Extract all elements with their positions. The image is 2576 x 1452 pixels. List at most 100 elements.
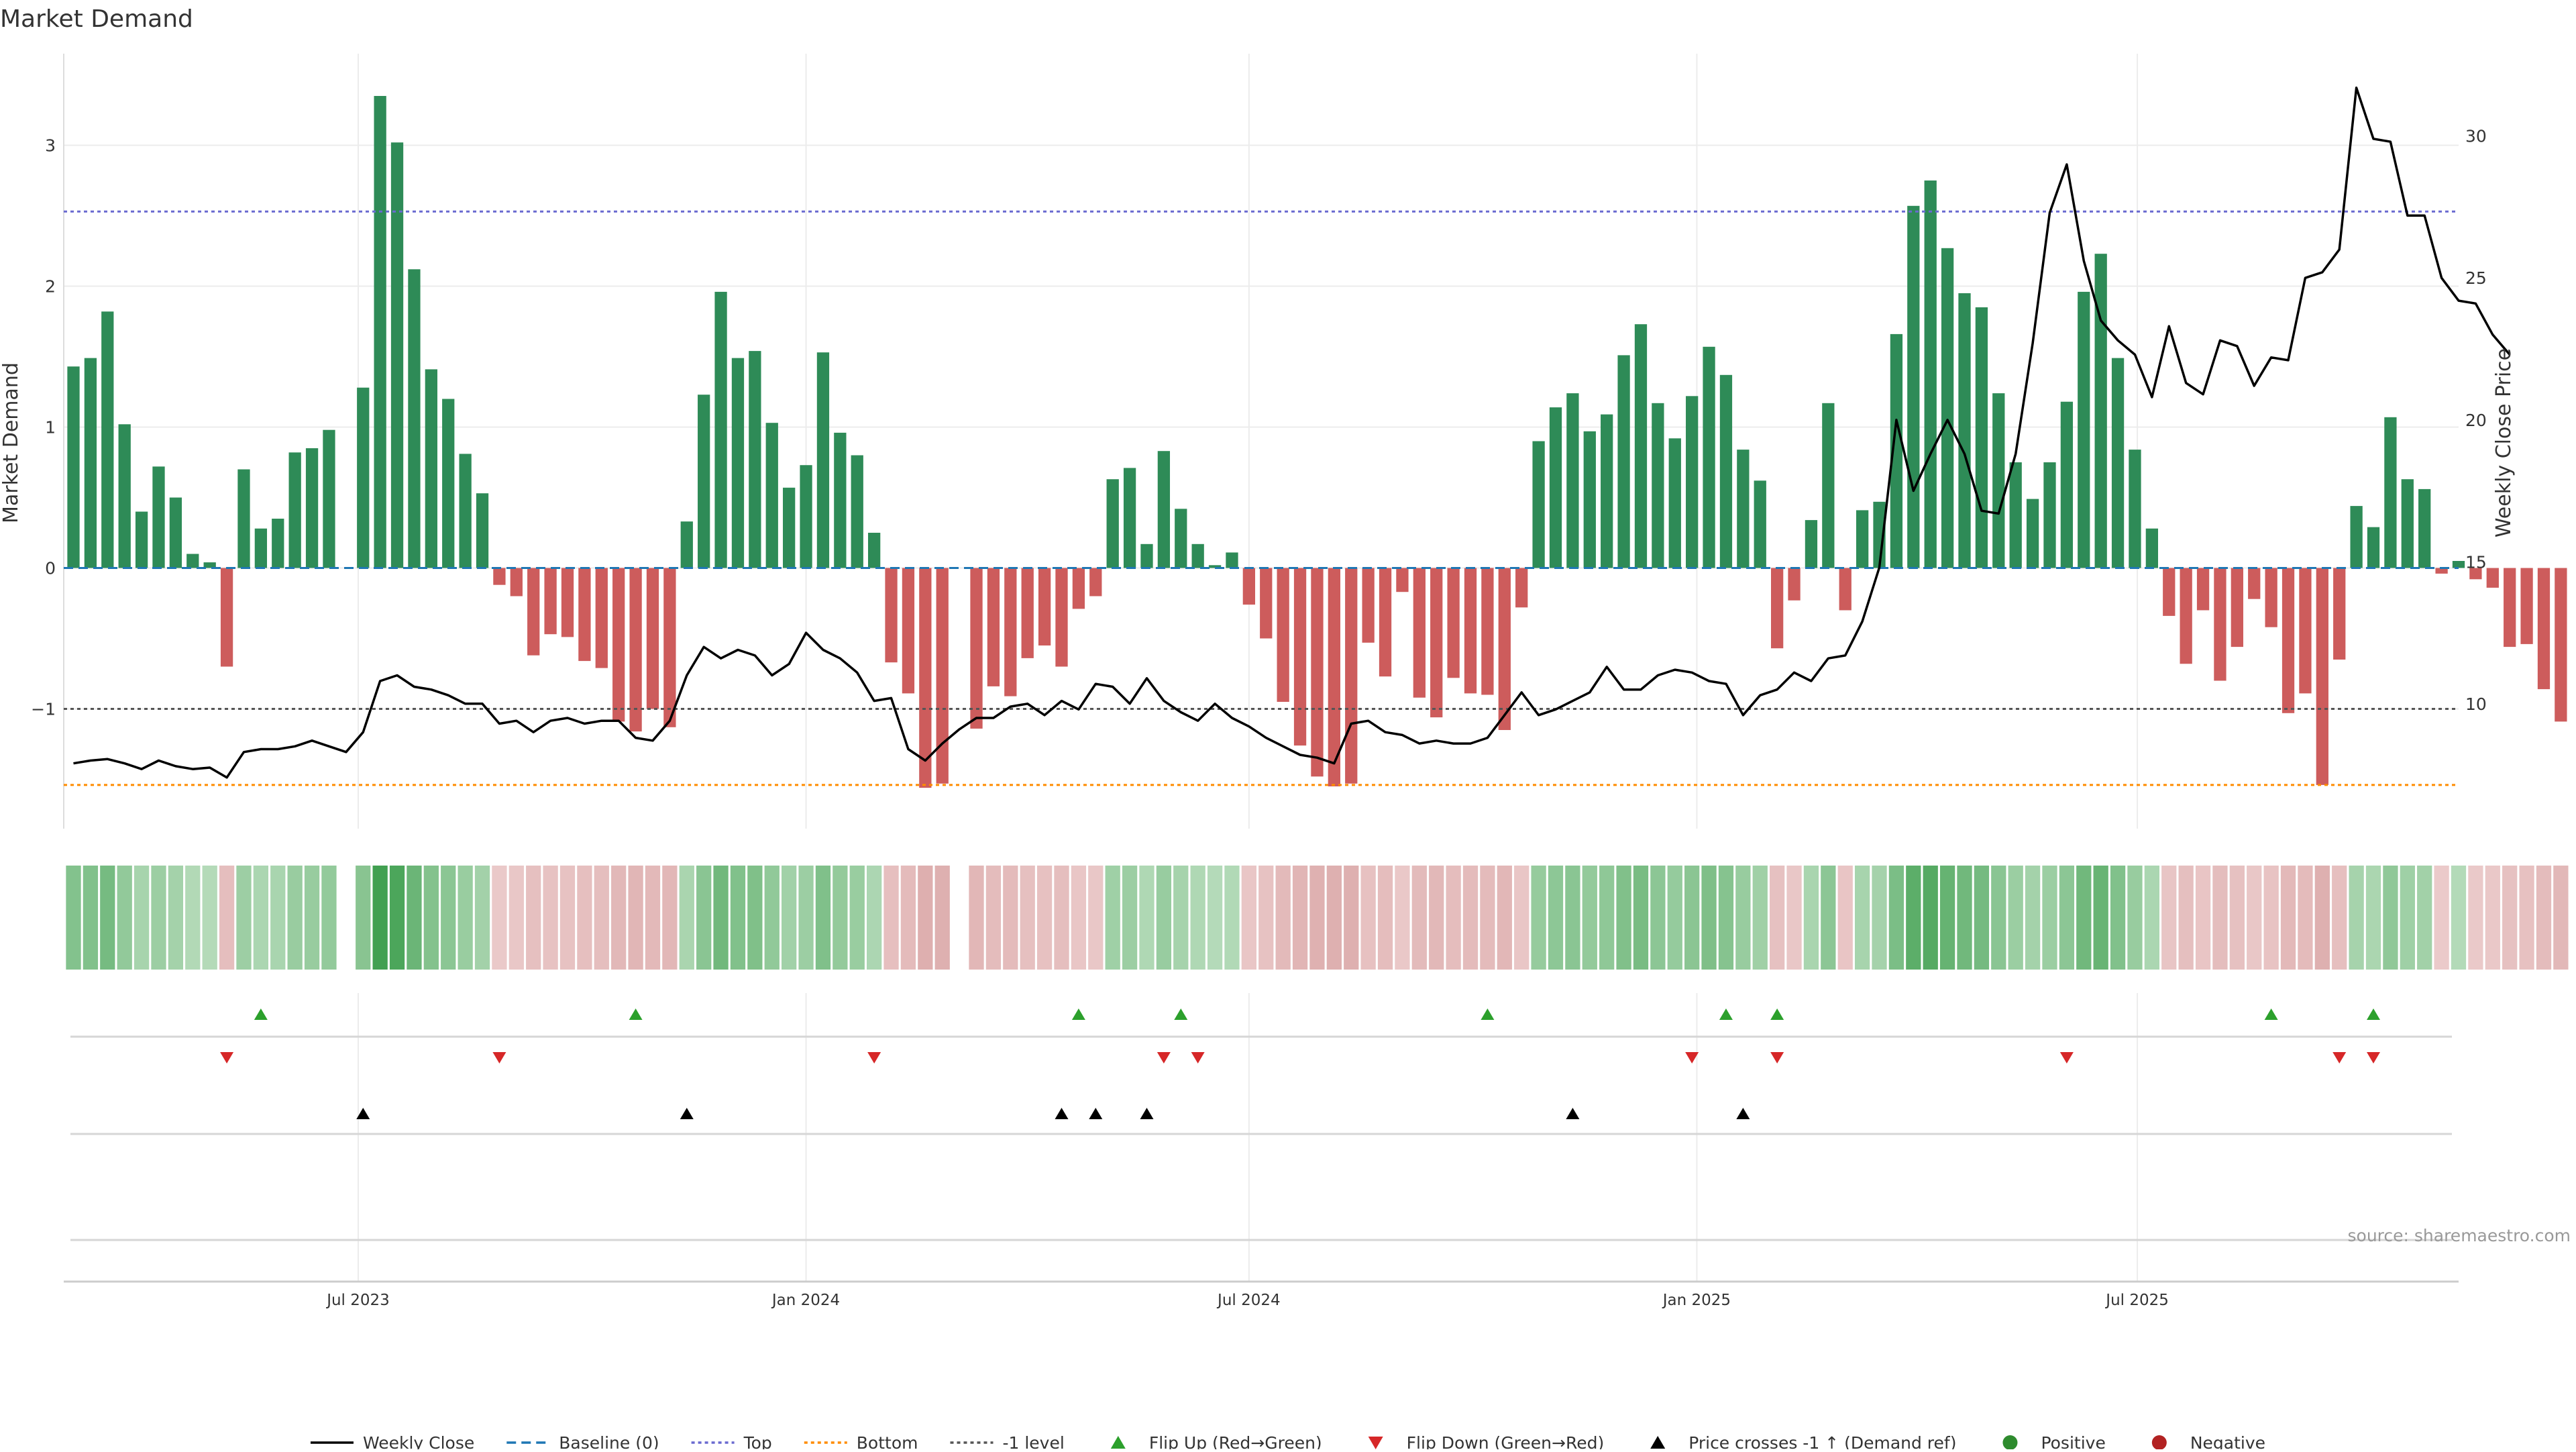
flip-up-marker	[1174, 1008, 1188, 1020]
heat-cell	[1923, 866, 1938, 970]
chart-title: Market Demand	[0, 5, 193, 33]
heat-cell	[782, 866, 797, 970]
heat-cell	[1957, 866, 1972, 970]
y-tick-label: −1	[31, 700, 56, 719]
positive-bar	[101, 311, 114, 568]
legend-label: Weekly Close	[363, 1433, 474, 1449]
positive-bar	[867, 533, 881, 568]
heat-cell	[1462, 866, 1479, 970]
heat-cell	[1718, 866, 1734, 970]
positive-bar	[1634, 324, 1648, 568]
price-line-layer	[73, 87, 2511, 779]
heat-cell	[117, 866, 132, 970]
positive-bar	[1686, 396, 1699, 568]
negative-bar	[1072, 568, 1085, 609]
heat-cell	[83, 866, 99, 970]
heat-cell	[2229, 866, 2245, 970]
positive-bar	[2350, 506, 2363, 568]
heat-cell	[287, 866, 303, 970]
legend-label: Baseline (0)	[559, 1433, 659, 1449]
heat-cell	[1837, 866, 1853, 970]
flip-down-marker	[220, 1052, 234, 1064]
positive-bar	[731, 358, 745, 568]
heat-cell	[2161, 866, 2177, 970]
heat-cell	[1582, 866, 1597, 970]
heat-cell	[100, 866, 115, 970]
positive-bar	[2026, 499, 2039, 568]
positive-bar	[1907, 205, 1920, 568]
positive-bar	[698, 395, 710, 568]
negative-bar	[1447, 568, 1460, 678]
positive-bar	[2111, 358, 2125, 568]
heat-cell	[543, 866, 558, 970]
positive-bar	[272, 519, 284, 568]
price-cross-marker	[356, 1108, 370, 1119]
positive-bar	[2418, 488, 2431, 568]
positive-bar	[1601, 414, 1613, 568]
positive-bar	[1191, 543, 1204, 568]
flip-up-marker	[1481, 1008, 1495, 1020]
heat-cell	[2195, 866, 2211, 970]
positive-bar	[765, 423, 778, 568]
positive-bar	[1754, 480, 1766, 568]
heat-cell	[2093, 866, 2108, 970]
positive-bar	[390, 142, 404, 568]
negative-bar	[544, 568, 557, 635]
positive-bar	[1175, 509, 1187, 568]
heat-cell	[1974, 866, 1990, 970]
positive-bar	[442, 399, 455, 568]
positive-bar	[1822, 403, 1835, 568]
heat-cell	[1036, 866, 1053, 970]
y2-tick-label: 30	[2465, 127, 2487, 146]
flip-down-marker	[2332, 1052, 2347, 1064]
y2-tick-label: 20	[2465, 411, 2487, 430]
negative-bar	[595, 568, 608, 668]
positive-bar	[1583, 431, 1596, 568]
positive-bar	[425, 369, 437, 568]
heat-cell	[2400, 866, 2415, 970]
heat-cell	[1497, 866, 1512, 970]
negative-bar	[970, 568, 983, 729]
negative-bar	[2504, 568, 2516, 647]
heat-cell	[270, 866, 286, 970]
price-cross-marker	[1055, 1108, 1069, 1119]
negative-bar	[885, 568, 898, 663]
positive-bar	[1975, 307, 1988, 568]
flip-up-marker	[1770, 1008, 1784, 1020]
negative-bar	[1430, 568, 1443, 718]
heat-cell	[2247, 866, 2262, 970]
legend-positive-symbol	[2002, 1435, 2018, 1450]
reference-levels	[64, 210, 2459, 786]
flip-up-marker	[2367, 1008, 2381, 1020]
heat-cell	[1939, 866, 1955, 970]
heat-cell	[1770, 866, 1785, 970]
negative-bar	[1004, 568, 1017, 696]
positive-bar	[1719, 374, 1733, 568]
negative-bar	[919, 568, 932, 788]
negative-bar	[1328, 568, 1340, 786]
x-tick-label: Jul 2025	[2104, 1292, 2169, 1309]
flip-down-marker	[1770, 1052, 1784, 1064]
negative-bar	[2537, 568, 2551, 690]
positive-bar	[1652, 403, 1664, 568]
heat-cell	[1088, 866, 1104, 970]
positive-bar	[800, 465, 812, 568]
positive-bar	[1992, 393, 2005, 568]
flip-down-marker	[1685, 1052, 1699, 1064]
flip-down-marker	[1191, 1052, 1205, 1064]
positive-bar	[2060, 401, 2074, 568]
heat-cell	[713, 866, 729, 970]
positive-bar	[1617, 355, 1630, 568]
x-tick-label: Jul 2023	[325, 1292, 390, 1309]
negative-bar	[629, 568, 642, 732]
negative-bar	[1362, 568, 1375, 643]
heat-cell	[423, 866, 439, 970]
negative-bar	[987, 568, 1000, 686]
y-tick-label: 1	[45, 418, 56, 437]
heat-cell	[747, 866, 763, 970]
heat-cell	[168, 866, 184, 970]
heat-cell	[1548, 866, 1564, 970]
negative-bar	[1771, 568, 1784, 649]
heat-cell	[372, 866, 388, 970]
heat-cell	[611, 866, 627, 970]
